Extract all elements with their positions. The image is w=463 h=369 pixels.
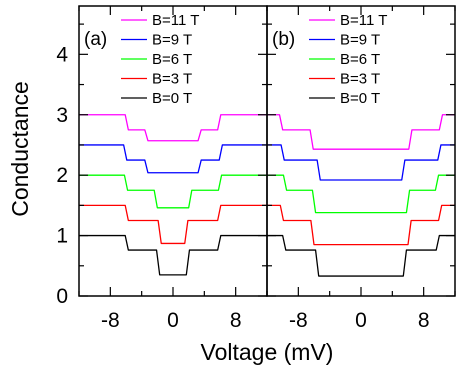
frame-layer: [78, 5, 456, 297]
series-line-b-3-t: [79, 204, 267, 245]
y-tick-label: 4: [56, 43, 68, 66]
legend-entry: B=9 T: [152, 32, 192, 49]
series-line-b-6-t: [267, 174, 455, 214]
x-tick-label: -8: [289, 309, 308, 332]
legend: B=11 T B=9 T B=6 T B=3 T B=0 T: [121, 12, 199, 107]
legend-entry: B=9 T: [340, 32, 380, 49]
x-axis-title: Voltage (mV): [201, 339, 334, 365]
legend: B=11 T B=9 T B=6 T B=3 T B=0 T: [309, 12, 387, 107]
legend-entry: B=6 T: [340, 51, 380, 68]
legend-entry: B=3 T: [340, 71, 380, 88]
series-line-b-6-t: [79, 174, 267, 209]
panel-a: [79, 114, 267, 276]
x-tick-label: 0: [167, 309, 179, 332]
series-line-b-9-t: [267, 144, 455, 181]
panel-label: (b): [272, 29, 295, 50]
series-line-b-9-t: [79, 144, 267, 174]
y-axis-title: Conductance: [7, 81, 33, 217]
y-tick-label: 1: [56, 225, 68, 248]
legend-entry: B=3 T: [152, 71, 192, 88]
x-tick-label: 8: [418, 309, 430, 332]
text-layer: Voltage (mV) Conductance -8 0 8(a)B=11 TB=…: [7, 12, 430, 365]
series-line-b-11-t: [267, 114, 455, 150]
y-tick-label: 3: [56, 104, 68, 127]
x-tick-label: 0: [355, 309, 367, 332]
legend-entry: B=0 T: [152, 90, 192, 107]
panels-layer: [79, 114, 455, 277]
legend-entry: B=6 T: [152, 51, 192, 68]
series-line-b-0-t: [267, 234, 455, 277]
panel-label: (a): [84, 29, 107, 50]
x-tick-label: 8: [230, 309, 242, 332]
legend-entry: B=11 T: [340, 12, 387, 29]
y-tick-label: 0: [56, 285, 68, 308]
x-tick-label: -8: [101, 309, 120, 332]
series-line-b-11-t: [79, 114, 267, 142]
series-line-b-3-t: [267, 204, 455, 246]
y-tick-label: 2: [56, 164, 68, 187]
legend-entry: B=11 T: [152, 12, 199, 29]
series-line-b-0-t: [79, 234, 267, 276]
panel-b: [267, 114, 455, 277]
legend-entry: B=0 T: [340, 90, 380, 107]
